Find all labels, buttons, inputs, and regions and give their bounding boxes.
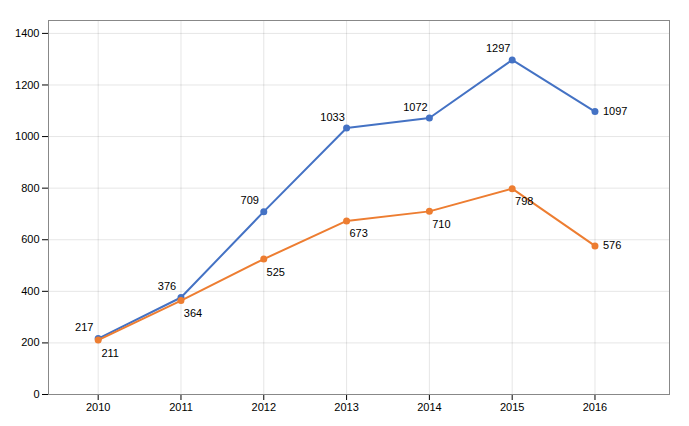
- svg-text:364: 364: [184, 307, 202, 319]
- svg-text:800: 800: [21, 182, 39, 194]
- svg-text:2015: 2015: [500, 401, 524, 413]
- svg-text:200: 200: [21, 336, 39, 348]
- svg-text:798: 798: [515, 195, 533, 207]
- svg-text:0: 0: [33, 388, 39, 400]
- svg-text:1072: 1072: [403, 101, 427, 113]
- svg-text:211: 211: [101, 347, 119, 359]
- svg-text:217: 217: [75, 321, 93, 333]
- svg-text:2012: 2012: [252, 401, 276, 413]
- svg-text:600: 600: [21, 233, 39, 245]
- svg-text:2014: 2014: [417, 401, 441, 413]
- svg-text:1000: 1000: [15, 130, 39, 142]
- svg-text:576: 576: [603, 239, 621, 251]
- svg-text:1297: 1297: [486, 42, 510, 54]
- svg-text:2010: 2010: [86, 401, 110, 413]
- svg-text:1200: 1200: [15, 79, 39, 91]
- svg-text:673: 673: [349, 227, 367, 239]
- svg-text:2011: 2011: [169, 401, 193, 413]
- svg-text:2016: 2016: [583, 401, 607, 413]
- svg-text:2013: 2013: [334, 401, 358, 413]
- svg-text:1033: 1033: [320, 111, 344, 123]
- svg-text:710: 710: [432, 218, 450, 230]
- svg-text:400: 400: [21, 285, 39, 297]
- svg-text:1400: 1400: [15, 27, 39, 39]
- svg-text:376: 376: [158, 280, 176, 292]
- svg-text:709: 709: [241, 194, 259, 206]
- svg-text:1097: 1097: [603, 105, 627, 117]
- svg-text:525: 525: [267, 266, 285, 278]
